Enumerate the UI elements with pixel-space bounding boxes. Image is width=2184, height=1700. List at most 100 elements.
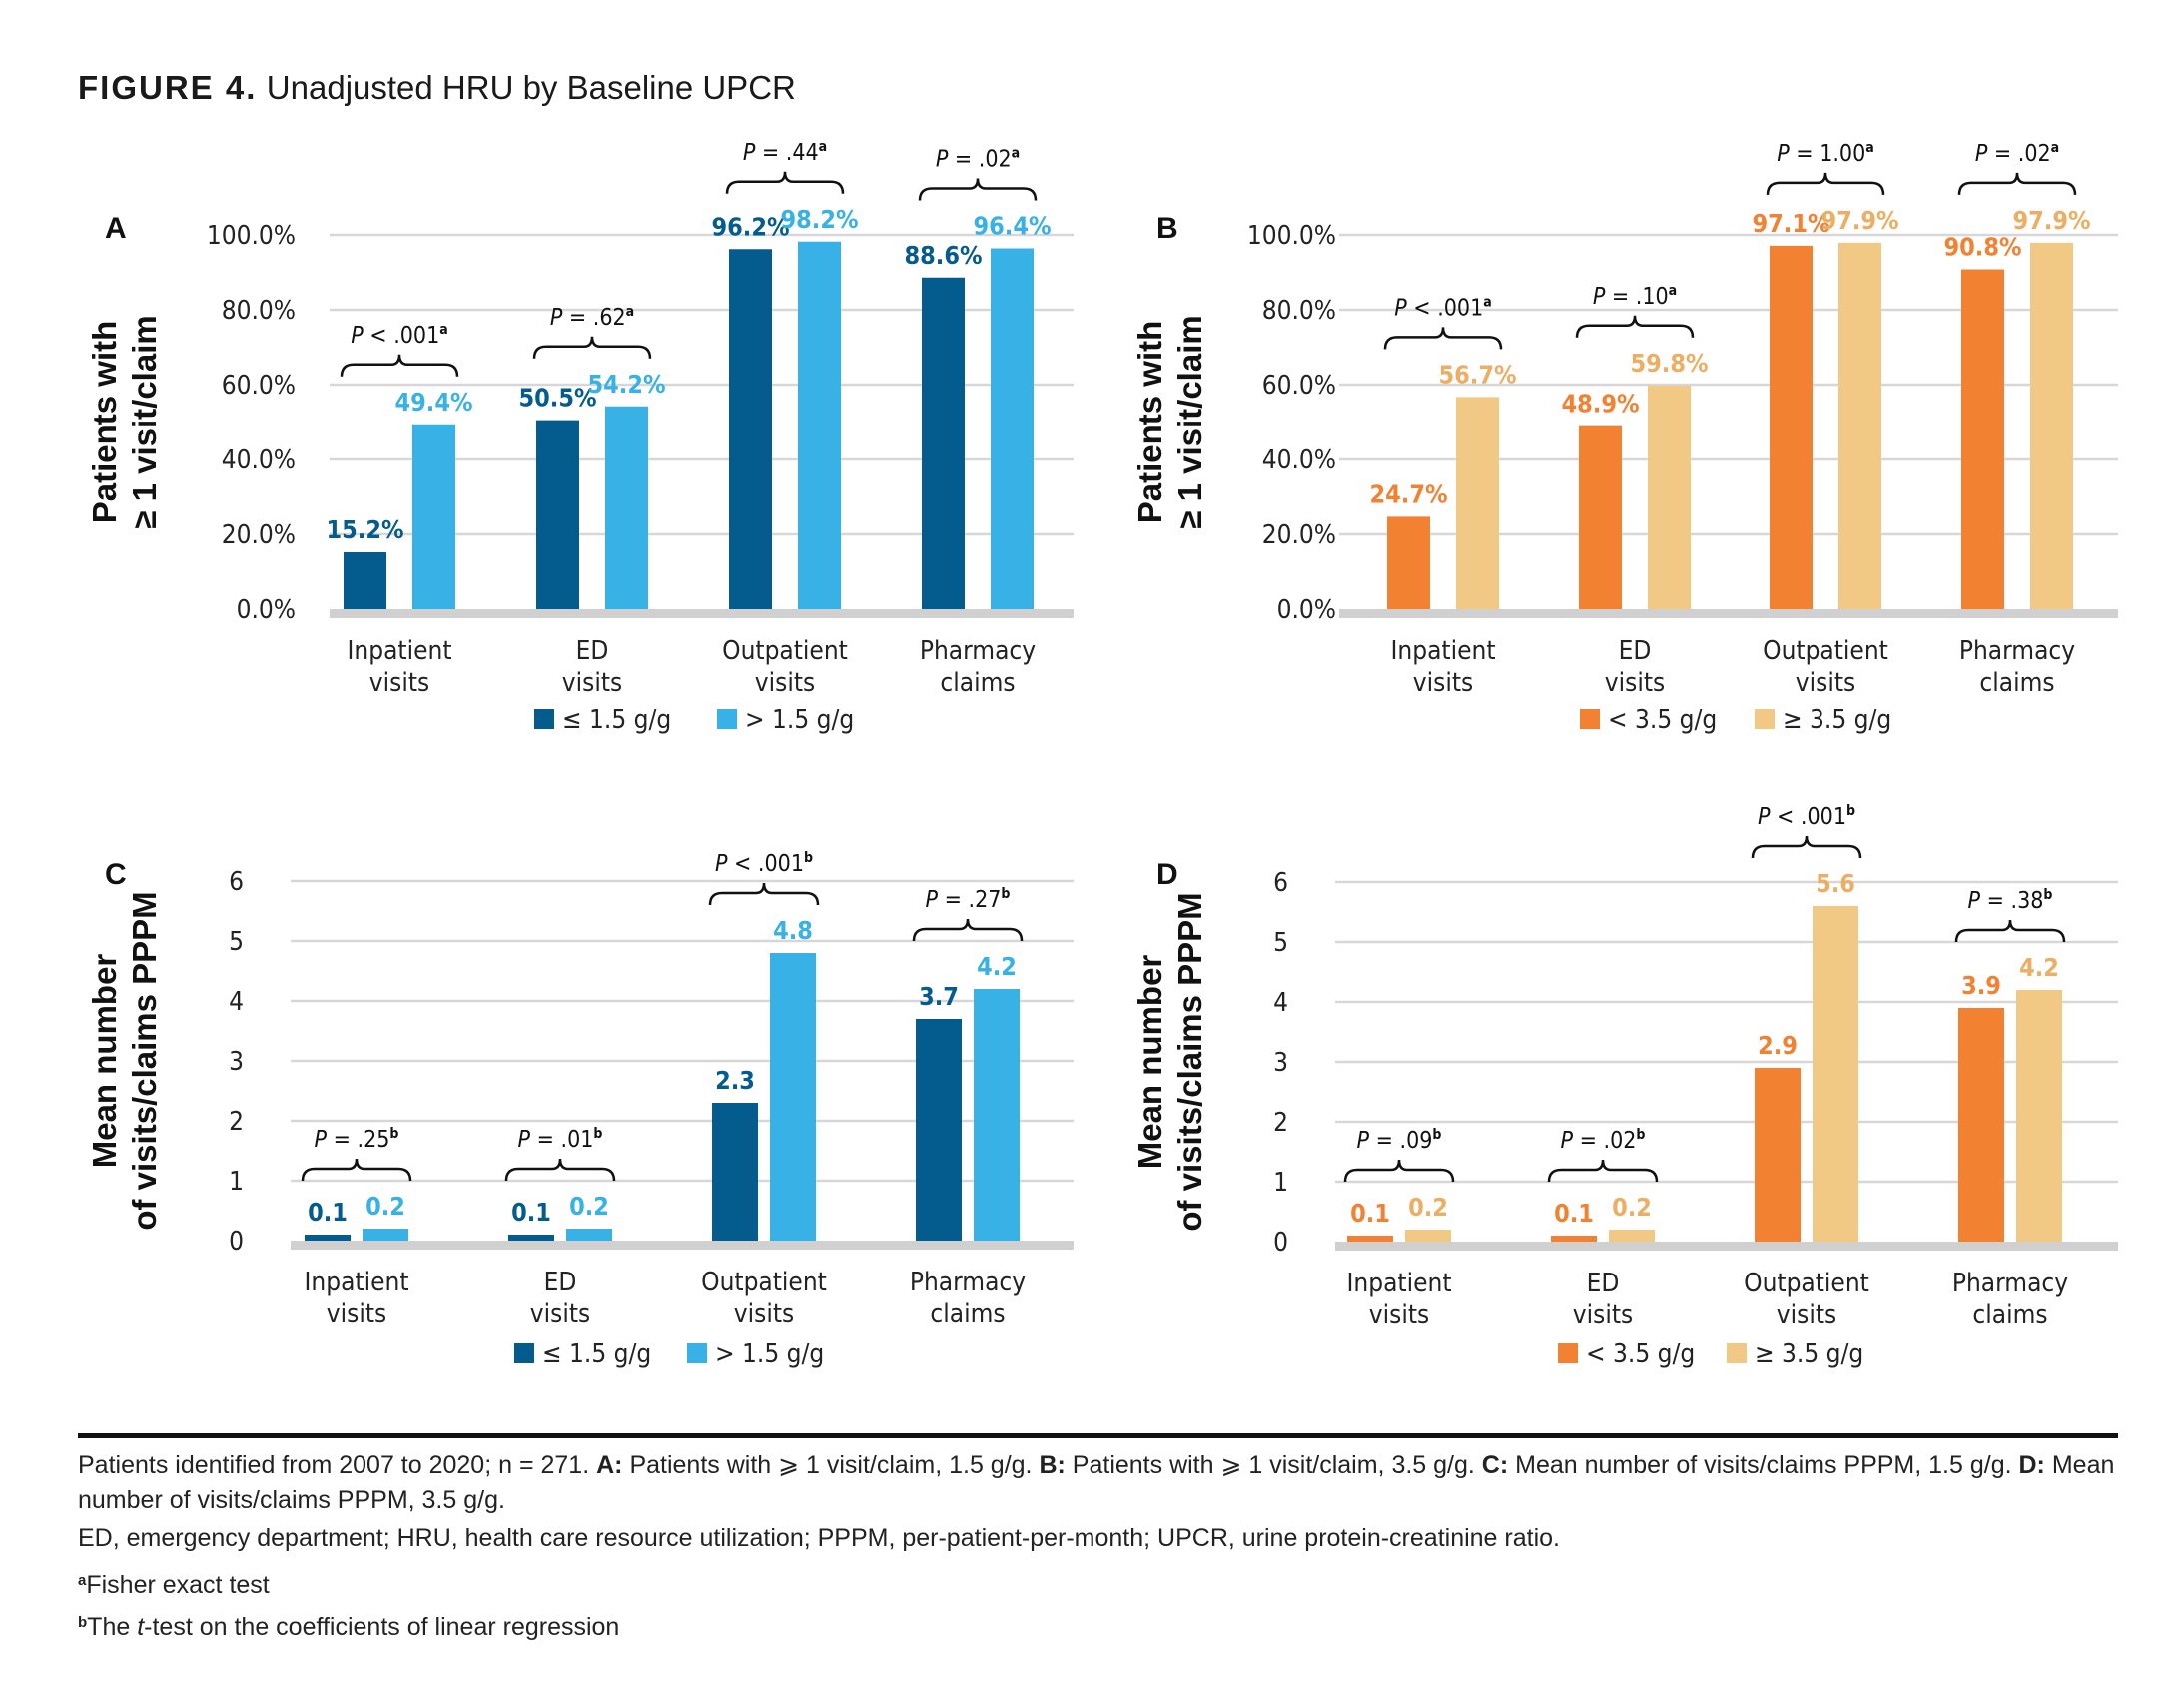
p-value-label: P = .10a (1593, 283, 1677, 310)
p-symbol: P (315, 1127, 328, 1153)
x-tick-label-line: visits (1796, 668, 1855, 698)
p-symbol: P (550, 305, 563, 331)
footer-divider (78, 1433, 2118, 1438)
legend-label: ≤ 1.5 g/g (562, 705, 671, 735)
p-value-footnote-marker: a (439, 322, 448, 338)
x-tick-label-line: Outpatient (1763, 636, 1888, 666)
bar (1961, 269, 2004, 609)
y-tick-label: 1 (229, 1167, 244, 1197)
x-tick-label-line: Outpatient (701, 1268, 827, 1297)
bar (305, 1235, 351, 1241)
significance-bracket (1575, 315, 1695, 338)
bar (712, 1103, 758, 1241)
y-tick-label: 1 (1273, 1168, 1288, 1198)
x-tick-label-line: Outpatient (722, 636, 848, 666)
p-symbol: P (351, 323, 364, 349)
p-value-text: = .02 (1987, 141, 2050, 167)
p-value-label: P = 1.00a (1777, 140, 1874, 167)
significance-bracket (301, 1158, 412, 1182)
x-tick-label-line: ED (1619, 636, 1652, 666)
p-symbol: P (1561, 1128, 1574, 1154)
p-symbol: P (1975, 141, 1988, 167)
x-tick-label-line: visits (755, 668, 815, 698)
x-axis-baseline (1339, 609, 2118, 618)
p-value-text: = .01 (530, 1127, 593, 1153)
bar (508, 1235, 554, 1241)
legend-swatch (1755, 709, 1775, 729)
footnote-b-text-post: -test on the coefficients of linear regr… (144, 1613, 620, 1641)
x-tick-label: Pharmacy claims (910, 1268, 1026, 1329)
p-symbol: P (1758, 804, 1771, 830)
y-tick-label: 5 (1273, 928, 1288, 958)
footnote-a-marker: a (78, 1572, 87, 1589)
p-value-label: P = .44a (743, 139, 827, 166)
y-tick-label: 100.0% (1247, 221, 1336, 251)
x-tick-label-line: Pharmacy (1952, 1269, 2068, 1298)
bar (1770, 245, 1813, 609)
p-value-footnote-marker: b (593, 1126, 602, 1142)
bar (566, 1229, 612, 1241)
legend-swatch (1558, 1343, 1578, 1363)
y-tick-label: 0 (229, 1227, 244, 1257)
x-tick-label-line: visits (1369, 1300, 1429, 1330)
legend-label: > 1.5 g/g (715, 1339, 824, 1369)
x-tick-label-line: visits (562, 668, 622, 698)
data-label: 96.4% (973, 212, 1051, 241)
x-tick-label-line: visits (1605, 668, 1665, 698)
data-label: 54.2% (587, 370, 665, 399)
y-tick-label: 6 (1273, 868, 1288, 898)
p-value-label: P = .25b (315, 1126, 399, 1153)
x-tick-label: Inpatient visits (1391, 636, 1496, 698)
bar (729, 249, 772, 609)
x-tick-label: ED visits (1605, 636, 1665, 698)
data-label: 3.7 (919, 982, 959, 1011)
bar (363, 1229, 408, 1241)
data-label: 0.2 (365, 1192, 405, 1221)
y-tick-label: 20.0% (1262, 520, 1336, 550)
x-tick-label-line: ED (1587, 1269, 1620, 1298)
bar (1958, 1008, 2004, 1242)
p-value-text: < .001 (727, 851, 804, 877)
y-tick-label: 4 (1273, 988, 1288, 1018)
bar (922, 277, 965, 609)
p-value-footnote-marker: b (804, 850, 813, 866)
bar (1551, 1236, 1597, 1242)
data-label: 98.2% (780, 205, 858, 234)
x-tick-label-line: visits (369, 668, 429, 698)
x-tick-label: Pharmacy claims (920, 636, 1036, 698)
legend-swatch (717, 709, 737, 729)
bar (1387, 516, 1430, 609)
x-axis-baseline (291, 1241, 1074, 1250)
y-tick-label: 0.0% (237, 595, 296, 625)
chart-panel-b: B Patients with≥ 1 visit/claim 0.0% 20.0% 40… (1131, 140, 2118, 735)
p-symbol: P (1394, 295, 1407, 321)
data-label: 0.2 (569, 1192, 609, 1221)
data-label: 0.2 (1408, 1193, 1448, 1222)
y-tick-label: 3 (1273, 1048, 1288, 1078)
p-value-text: = .25 (327, 1127, 389, 1153)
legend-label: < 3.5 g/g (1608, 705, 1717, 735)
p-value-text: < .001 (1770, 804, 1846, 830)
significance-bracket (1957, 172, 2077, 195)
x-tick-label-line: claims (930, 1299, 1005, 1329)
panel-letter: A (105, 212, 127, 245)
p-value-label: P = .02b (1561, 1127, 1646, 1154)
p-value-text: = .02 (1573, 1128, 1636, 1154)
significance-bracket (725, 171, 845, 194)
x-tick-label: ED visits (562, 636, 622, 698)
legend-swatch (1580, 709, 1600, 729)
x-tick-label-line: Pharmacy (920, 636, 1036, 666)
bar (1579, 425, 1622, 609)
footnote-description: Patients identified from 2007 to 2020; n… (78, 1448, 2118, 1518)
y-tick-label: 80.0% (222, 296, 296, 326)
figure-label: FIGURE 4. (78, 69, 258, 106)
significance-bracket (1766, 172, 1885, 195)
data-label: 2.3 (715, 1066, 755, 1095)
x-tick-label: Outpatient visits (1763, 636, 1888, 698)
y-axis-label-line: Patients with (1131, 321, 1168, 524)
x-tick-label-line: visits (1573, 1300, 1633, 1330)
p-symbol: P (743, 140, 756, 166)
significance-bracket (1547, 1159, 1659, 1183)
x-tick-label: ED visits (1573, 1269, 1633, 1330)
footnote-a-text: Fisher exact test (86, 1571, 270, 1599)
